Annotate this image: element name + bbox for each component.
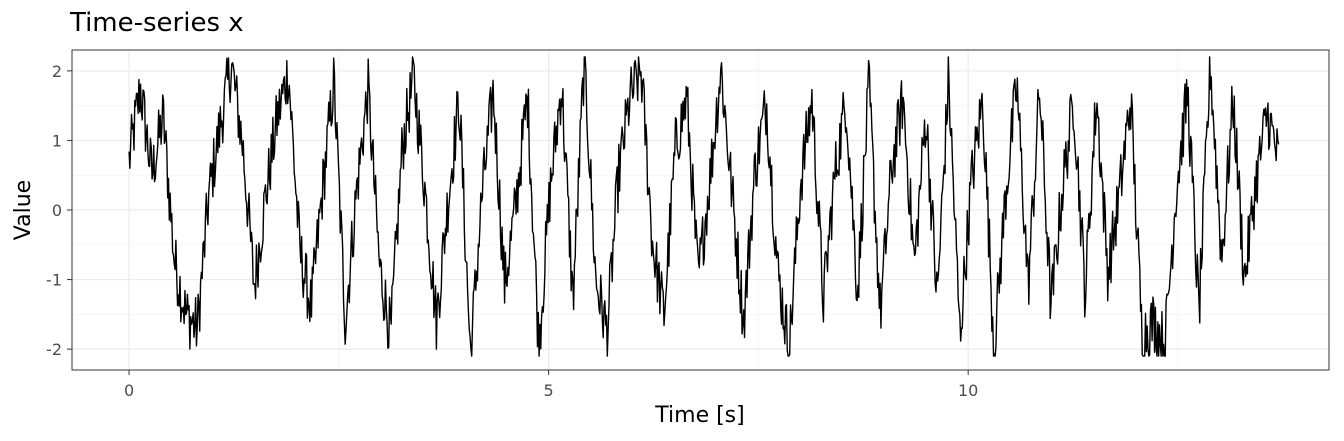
line-series [128,56,1280,357]
chart-title: Time-series x [69,8,244,38]
y-tick-label: 1 [52,131,62,150]
x-axis-label: Time [s] [654,403,744,428]
x-axis-ticks: 0 5 10 [124,370,978,400]
y-axis-label: Value [11,180,36,240]
grid [72,50,1329,370]
series-line [128,56,1280,357]
x-tick-label: 5 [544,381,554,400]
y-tick-label: -1 [46,271,62,290]
y-tick-label: 2 [52,62,62,81]
y-tick-label: -2 [46,340,62,359]
x-tick-label: 0 [124,381,134,400]
y-axis-ticks: -2 -1 0 1 2 [46,62,72,359]
x-tick-label: 10 [958,381,978,400]
y-tick-label: 0 [52,201,62,220]
